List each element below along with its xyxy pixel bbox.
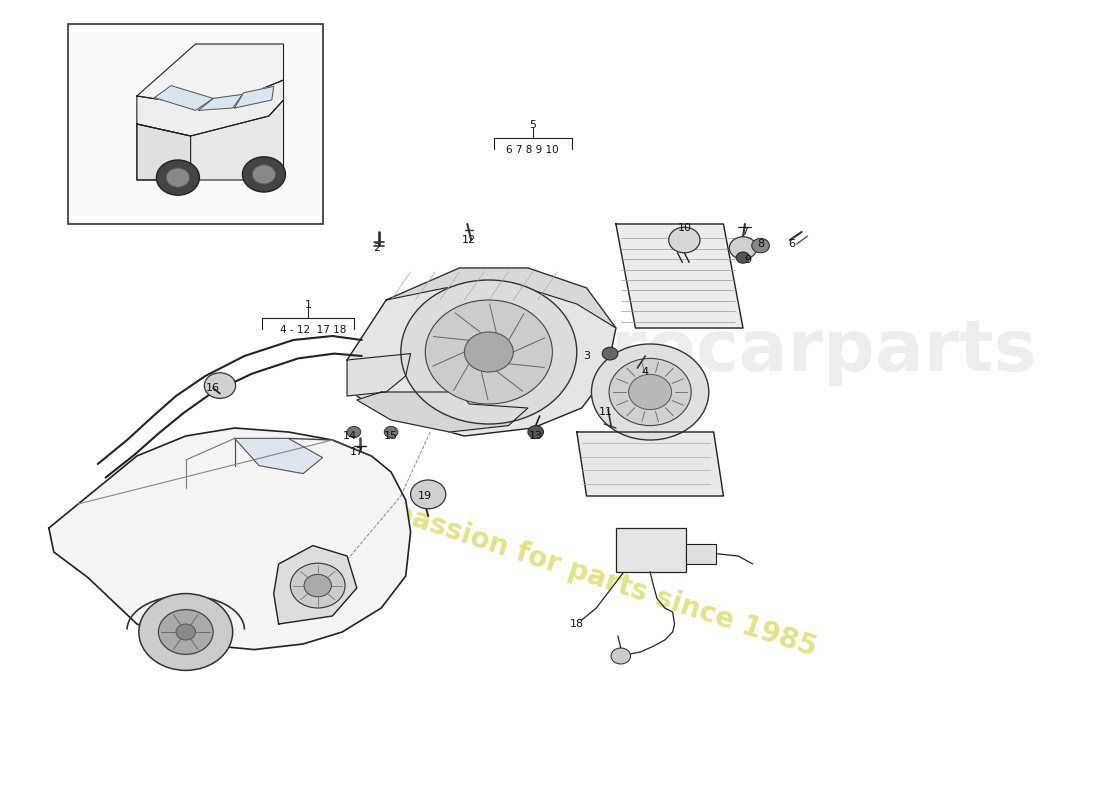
Text: 17: 17 <box>350 447 364 457</box>
Text: 8: 8 <box>757 239 764 249</box>
Text: 6 7 8 9 10: 6 7 8 9 10 <box>506 146 559 155</box>
Circle shape <box>242 157 286 192</box>
Circle shape <box>348 426 361 438</box>
Circle shape <box>528 426 543 438</box>
Text: eurocarparts: eurocarparts <box>512 318 1037 386</box>
Circle shape <box>139 594 233 670</box>
Circle shape <box>751 238 769 253</box>
Text: 15: 15 <box>384 431 398 441</box>
Circle shape <box>426 300 552 404</box>
Circle shape <box>176 624 196 640</box>
Text: 5: 5 <box>529 120 537 130</box>
Polygon shape <box>576 432 724 496</box>
Circle shape <box>736 252 750 263</box>
Text: 1: 1 <box>305 300 311 310</box>
Circle shape <box>592 344 708 440</box>
Text: 6: 6 <box>789 239 795 249</box>
Text: 9: 9 <box>745 255 751 265</box>
Polygon shape <box>136 124 190 180</box>
Circle shape <box>158 610 213 654</box>
Circle shape <box>290 563 345 608</box>
Circle shape <box>205 373 235 398</box>
Polygon shape <box>234 86 274 108</box>
Text: 14: 14 <box>343 431 358 441</box>
Circle shape <box>252 165 276 184</box>
Text: 3: 3 <box>583 351 590 361</box>
Text: 4: 4 <box>641 367 649 377</box>
Circle shape <box>400 280 576 424</box>
Polygon shape <box>48 428 410 650</box>
Circle shape <box>166 168 189 187</box>
Polygon shape <box>136 80 284 136</box>
Circle shape <box>628 374 672 410</box>
Text: 2: 2 <box>373 243 380 253</box>
Circle shape <box>410 480 446 509</box>
Text: 7: 7 <box>741 227 748 237</box>
Bar <box>68 24 322 224</box>
Text: 12: 12 <box>462 235 476 245</box>
Polygon shape <box>136 100 284 180</box>
Bar <box>686 544 716 564</box>
Text: 18: 18 <box>570 619 584 629</box>
Text: 19: 19 <box>418 491 432 501</box>
Polygon shape <box>348 354 410 396</box>
Polygon shape <box>274 546 356 624</box>
Bar <box>616 528 686 572</box>
Circle shape <box>610 648 630 664</box>
Circle shape <box>464 332 514 372</box>
Polygon shape <box>234 438 322 474</box>
Text: 10: 10 <box>678 223 691 233</box>
Circle shape <box>729 237 757 259</box>
Text: 16: 16 <box>206 383 220 393</box>
Circle shape <box>602 347 618 360</box>
Polygon shape <box>136 44 284 108</box>
Circle shape <box>304 574 331 597</box>
Polygon shape <box>154 86 213 110</box>
Text: 11: 11 <box>600 407 613 417</box>
Polygon shape <box>386 268 616 328</box>
Circle shape <box>669 227 700 253</box>
Text: a passion for parts since 1985: a passion for parts since 1985 <box>362 490 821 662</box>
Circle shape <box>384 426 398 438</box>
Polygon shape <box>616 224 743 328</box>
Polygon shape <box>348 268 616 436</box>
Circle shape <box>156 160 199 195</box>
Polygon shape <box>356 392 528 432</box>
Circle shape <box>609 358 691 426</box>
Text: 4 - 12  17 18: 4 - 12 17 18 <box>279 326 346 335</box>
Polygon shape <box>198 94 242 110</box>
Text: 13: 13 <box>529 431 542 441</box>
